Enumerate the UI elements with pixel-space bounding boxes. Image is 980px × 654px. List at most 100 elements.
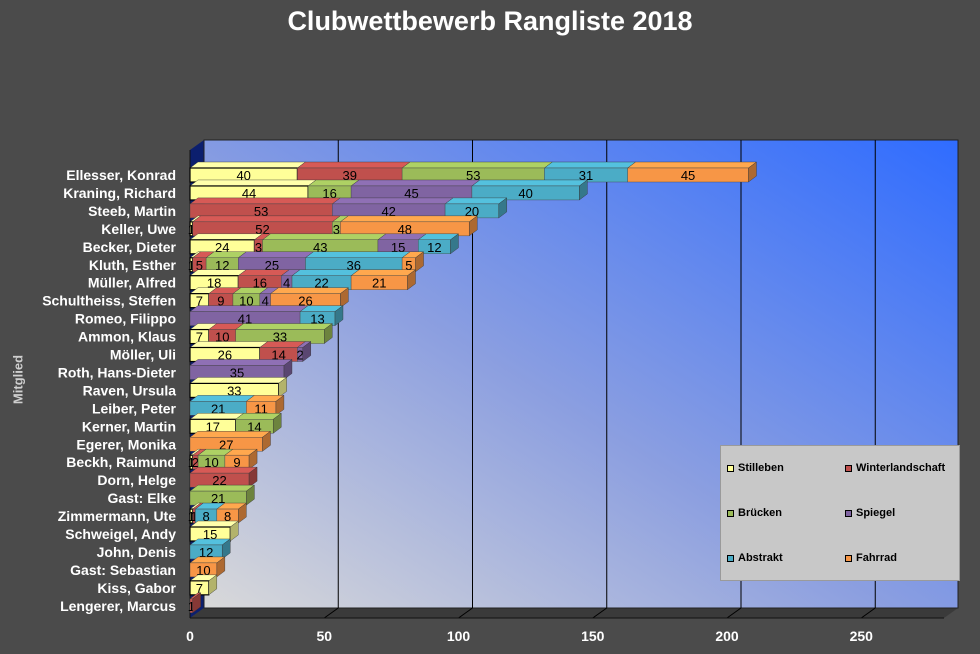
bar-side (208, 574, 217, 596)
category-label: Gast: Sebastian (70, 562, 176, 578)
bar-side (275, 394, 285, 416)
bar-value-label: 8 (202, 509, 209, 524)
bar-value-label: 15 (391, 240, 405, 255)
bar-value-label: 3 (333, 222, 340, 237)
bar-value-label: 16 (253, 276, 267, 291)
category-label: John, Denis (97, 544, 177, 560)
legend-label: Fahrrad (856, 552, 897, 564)
bar-value-label: 12 (427, 240, 441, 255)
bar-value-label: 10 (239, 294, 253, 309)
bar-side (415, 251, 424, 273)
legend-label: Abstrakt (738, 552, 783, 564)
bar-value-label: 21 (211, 491, 225, 506)
bar-value-label: 53 (466, 168, 480, 183)
bar-value-label: 14 (271, 348, 285, 363)
bar-value-label: 1 (188, 222, 195, 237)
bar-value-label: 2 (192, 455, 199, 470)
x-tick-label: 200 (715, 628, 739, 644)
bar-value-label: 5 (405, 258, 412, 273)
category-label: Ammon, Klaus (78, 329, 176, 345)
bar-side (248, 466, 258, 488)
legend-item-spiegel: Spiegel (845, 507, 895, 519)
bar-value-label: 35 (230, 365, 244, 380)
bar-side (283, 359, 293, 380)
bar-value-label: 9 (233, 455, 240, 470)
bar-value-label: 7 (196, 294, 203, 309)
category-label: Kraning, Richard (63, 185, 176, 201)
bar-value-label: 45 (681, 168, 695, 183)
category-label: Möller, Uli (110, 347, 176, 363)
legend-swatch (727, 509, 734, 517)
category-label: Dorn, Helge (97, 472, 176, 488)
legend-item-bruecken: Brücken (727, 507, 782, 519)
bar-side (273, 412, 282, 434)
bar-value-label: 11 (254, 401, 268, 416)
category-label: Becker, Dieter (83, 239, 177, 255)
category-labels: Ellesser, Konrad Kraning, Richard Steeb, M… (42, 167, 176, 614)
bar-value-label: 5 (196, 258, 203, 273)
category-label: Keller, Uwe (101, 221, 176, 237)
category-label: Egerer, Monika (76, 436, 176, 452)
grid-line (592, 607, 608, 619)
bar-value-label: 26 (218, 348, 232, 363)
bar-value-label: 41 (238, 312, 252, 327)
bar-value-label: 22 (212, 473, 226, 488)
bar-side (340, 287, 349, 309)
bar-side (748, 161, 757, 183)
bar-value-label: 10 (204, 455, 218, 470)
legend-item-stilleben: Stilleben (727, 462, 784, 474)
y-axis-label: Mitglied (10, 354, 26, 405)
category-label: Kiss, Gabor (97, 580, 176, 596)
bar-side (238, 502, 247, 524)
legend-label: Spiegel (856, 507, 896, 519)
bar-value-label: 15 (203, 527, 217, 542)
legend-label: Winterlandschaft (856, 462, 946, 474)
bar-value-label: 40 (236, 168, 250, 183)
bar-side (579, 179, 588, 201)
bar-value-label: 42 (381, 204, 395, 219)
category-label: Schweigel, Andy (65, 526, 176, 542)
bar-value-label: 21 (372, 276, 386, 291)
x-tick-label: 100 (447, 628, 471, 644)
bar-value-label: 1 (188, 258, 195, 273)
category-label: Romeo, Filippo (75, 311, 176, 327)
bar-value-label: 9 (217, 294, 224, 309)
bar-value-label: 21 (211, 401, 225, 416)
bar-value-label: 33 (273, 330, 287, 345)
bar-side (324, 323, 333, 344)
legend-swatch (727, 464, 734, 472)
bar-side (230, 520, 239, 542)
bar-side (498, 197, 507, 219)
bar-side (192, 592, 201, 614)
bar-value-label: 1 (188, 599, 195, 614)
bar-side (278, 376, 287, 398)
bar-value-label: 22 (314, 276, 328, 291)
x-tick-label: 50 (316, 628, 332, 644)
category-label: Leiber, Peter (92, 400, 177, 416)
bar-value-label: 1 (188, 509, 195, 524)
x-tick-label: 250 (850, 628, 874, 644)
grid-line (860, 607, 876, 619)
category-label: Zimmermann, Ute (58, 508, 176, 524)
legend-label: Brücken (738, 507, 783, 519)
chart-title: Clubwettbewerb Rangliste 2018 (287, 6, 693, 36)
bar-value-label: 36 (347, 258, 361, 273)
bar-value-label: 3 (255, 240, 262, 255)
bar-value-label: 1 (188, 455, 195, 470)
bar-value-label: 4 (283, 276, 290, 291)
x-tick-label: 0 (186, 628, 194, 644)
category-label: Steeb, Martin (88, 203, 176, 219)
bar-value-label: 31 (579, 168, 593, 183)
bar-value-label: 10 (215, 330, 229, 345)
bar-side (334, 305, 344, 327)
legend-item-abstrakt: Abstrakt (727, 552, 783, 564)
bar-side (248, 448, 258, 470)
bar-value-label: 4 (262, 294, 269, 309)
bar-value-label: 12 (215, 258, 229, 273)
category-label: Gast: Elke (108, 490, 177, 506)
grid-line (323, 607, 339, 619)
bar-value-label: 2 (296, 348, 303, 363)
legend-swatch (845, 509, 852, 517)
bar-value-label: 24 (215, 240, 229, 255)
